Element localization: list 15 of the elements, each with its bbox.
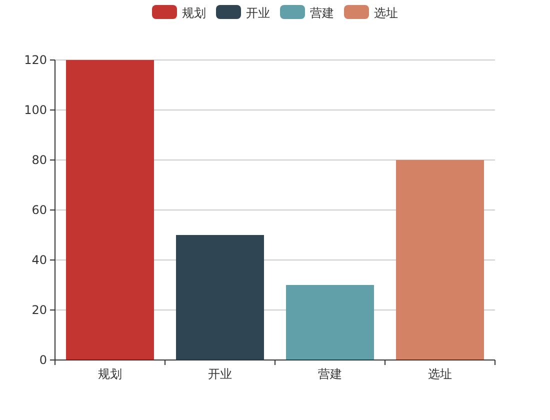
legend-label: 规划 bbox=[182, 6, 206, 20]
x-tick-label: 选址 bbox=[428, 367, 452, 381]
x-tick-label: 规划 bbox=[98, 367, 122, 381]
y-tick-label: 0 bbox=[39, 353, 47, 367]
y-tick-label: 60 bbox=[32, 203, 47, 217]
x-tick-label: 开业 bbox=[208, 367, 232, 381]
y-tick-label: 80 bbox=[32, 153, 47, 167]
legend-label: 选址 bbox=[374, 6, 398, 20]
y-tick-label: 100 bbox=[24, 103, 47, 117]
legend-label: 营建 bbox=[310, 6, 334, 20]
legend-label: 开业 bbox=[246, 6, 270, 20]
y-tick-label: 40 bbox=[32, 253, 47, 267]
y-tick-label: 20 bbox=[32, 303, 47, 317]
x-tick-label: 营建 bbox=[318, 367, 342, 381]
y-tick-label: 120 bbox=[24, 53, 47, 67]
